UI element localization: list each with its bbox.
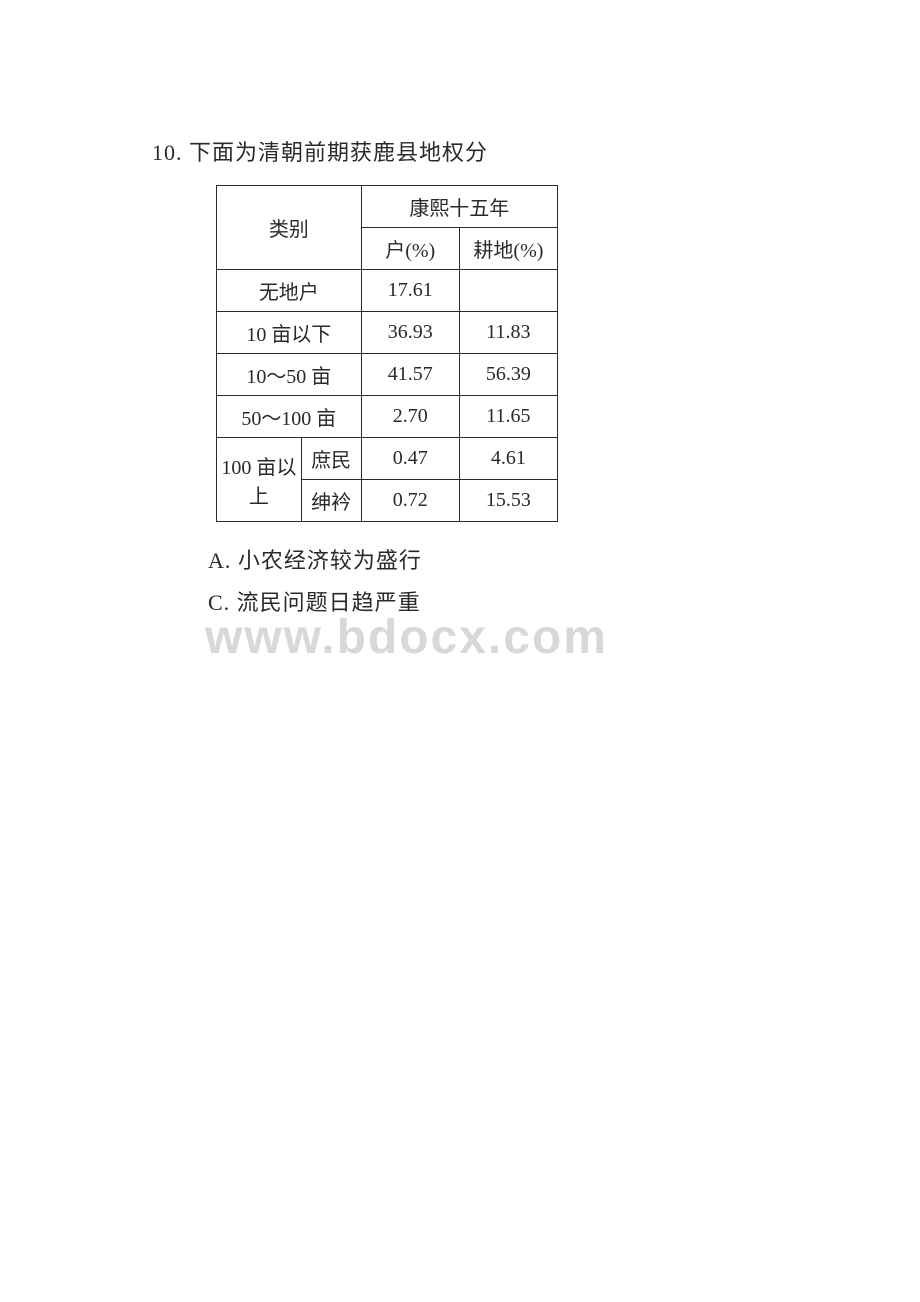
table-row: 10 亩以下 36.93 11.83 [217,312,558,354]
cell-hu: 17.61 [361,270,459,312]
cell-land: 15.53 [459,480,557,522]
cell-land: 11.83 [459,312,557,354]
cell-land: 11.65 [459,396,557,438]
cell-hu: 36.93 [361,312,459,354]
land-rights-table-wrap: 类别 康熙十五年 户(%) 耕地(%) 无地户 17.61 10 亩以下 36.… [216,185,558,522]
option-a: A. 小农经济较为盛行 [208,540,752,582]
header-category: 类别 [217,186,362,270]
table-header-row-1: 类别 康熙十五年 [217,186,558,228]
land-rights-table: 类别 康熙十五年 户(%) 耕地(%) 无地户 17.61 10 亩以下 36.… [216,185,558,522]
cell-land: 4.61 [459,438,557,480]
cell-land [459,270,557,312]
table-row: 无地户 17.61 [217,270,558,312]
cell-hu: 41.57 [361,354,459,396]
option-c: C. 流民问题日趋严重 [208,582,752,624]
cell-category: 10 亩以下 [217,312,362,354]
cell-land: 56.39 [459,354,557,396]
cell-category: 50～100 亩 [217,396,362,438]
question-title: 10. 下面为清朝前期获鹿县地权分 [152,135,752,167]
table-row: 50～100 亩 2.70 11.65 [217,396,558,438]
answer-options: A. 小农经济较为盛行 C. 流民问题日趋严重 [208,540,752,624]
cell-subcategory: 庶民 [301,438,361,480]
header-period: 康熙十五年 [361,186,557,228]
cell-subcategory: 绅衿 [301,480,361,522]
header-land: 耕地(%) [459,228,557,270]
table-row: 10～50 亩 41.57 56.39 [217,354,558,396]
cell-category: 10～50 亩 [217,354,362,396]
table-row-split-1: 100 亩以上 庶民 0.47 4.61 [217,438,558,480]
cell-hu: 0.47 [361,438,459,480]
document-page: 10. 下面为清朝前期获鹿县地权分 类别 康熙十五年 户(%) 耕地(%) 无地… [152,135,752,624]
question-number: 10. [152,140,183,165]
header-households: 户(%) [361,228,459,270]
cell-hu: 0.72 [361,480,459,522]
cell-hu: 2.70 [361,396,459,438]
cell-category: 无地户 [217,270,362,312]
cell-category-main: 100 亩以上 [217,438,302,522]
question-text: 下面为清朝前期获鹿县地权分 [189,140,488,165]
